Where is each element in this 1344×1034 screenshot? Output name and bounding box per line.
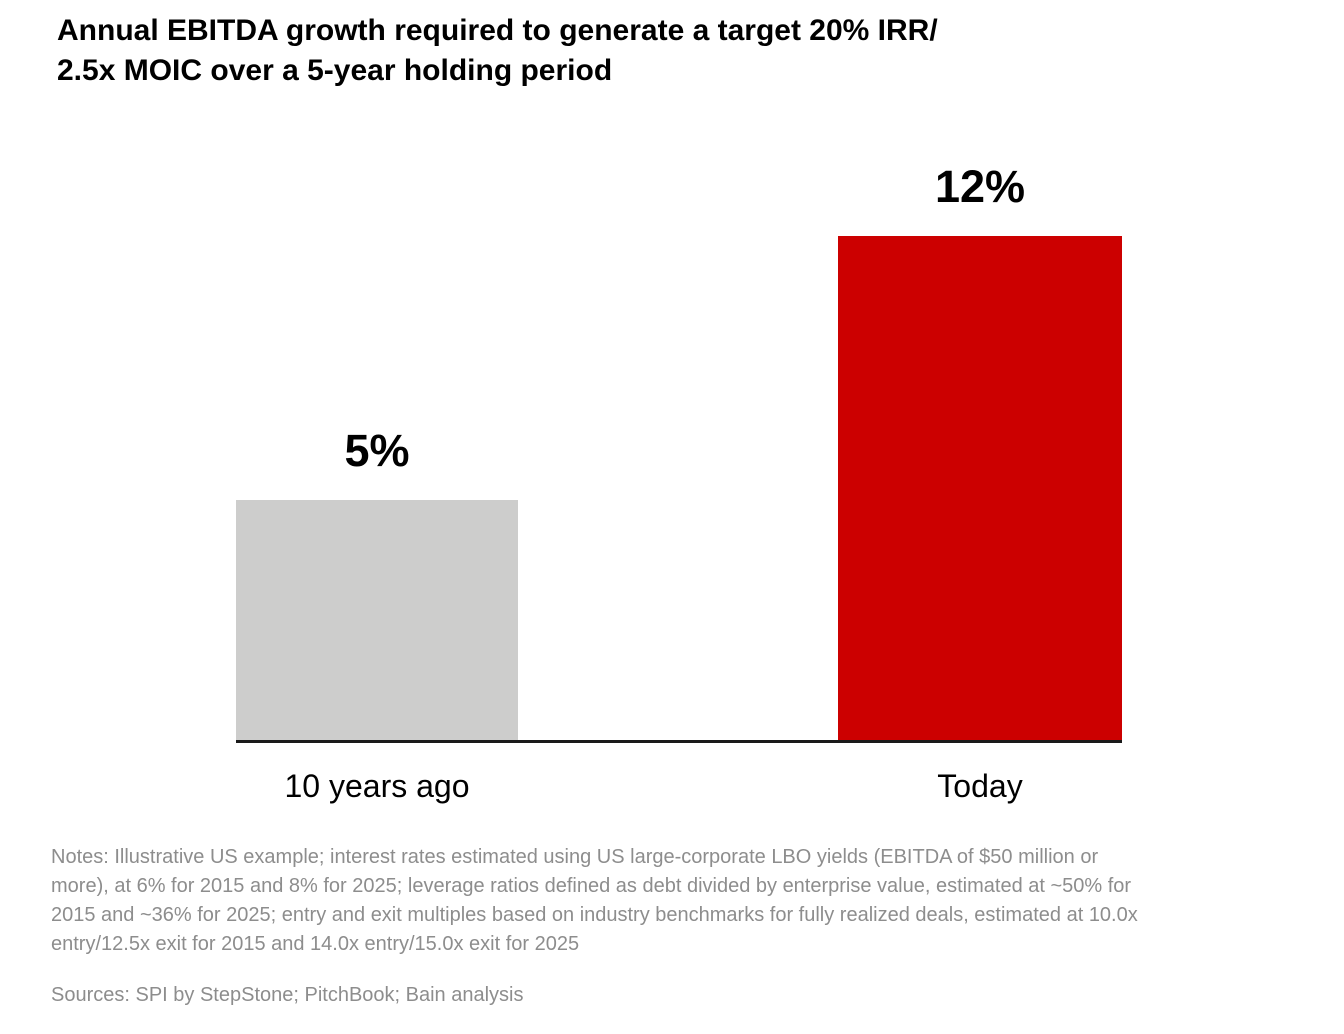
chart-title-line-1: Annual EBITDA growth required to generat… [57,14,938,47]
x-axis-labels: 10 years ago Today [236,766,1122,808]
notes-text: Notes: Illustrative US example; interest… [51,843,1138,959]
notes-line-3: 2015 and ~36% for 2025; entry and exit m… [51,904,1138,926]
chart-title: Annual EBITDA growth required to generat… [57,11,938,91]
bar-value-label-today: 12% [934,161,1026,212]
bar-group-10-years-ago: 5% [236,164,518,740]
sources-text: Sources: SPI by StepStone; PitchBook; Ba… [51,984,524,1006]
bar-chart-plot: 5% 12% [236,164,1122,740]
bar-today [838,236,1122,740]
x-axis-label-10-years-ago: 10 years ago [284,768,470,804]
x-axis-label-today: Today [937,768,1023,804]
bar-10-years-ago [236,500,518,740]
x-axis-line [236,740,1122,743]
chart-title-line-2: 2.5x MOIC over a 5-year holding period [57,54,613,87]
bar-group-today: 12% [838,164,1122,740]
notes-line-4: entry/12.5x exit for 2015 and 14.0x entr… [51,933,580,955]
bar-value-label-10-years-ago: 5% [344,425,410,476]
notes-line-1: Notes: Illustrative US example; interest… [51,846,1099,868]
notes-line-2: more), at 6% for 2015 and 8% for 2025; l… [51,875,1132,897]
